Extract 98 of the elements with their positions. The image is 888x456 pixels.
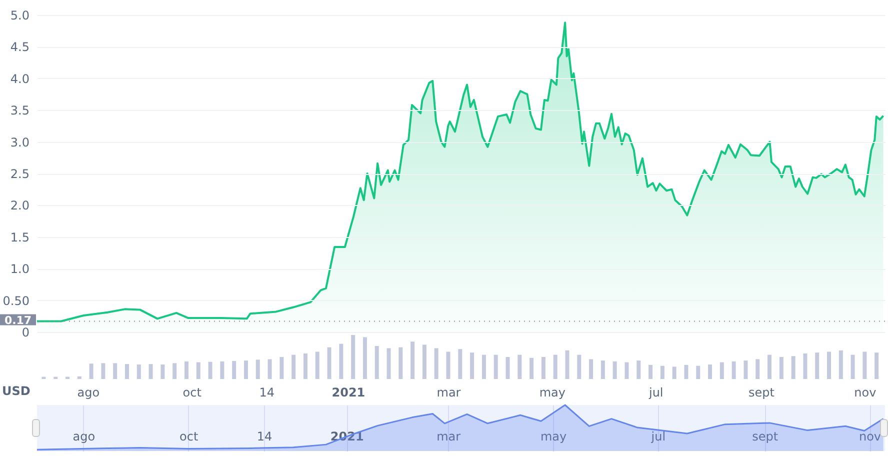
x-tick-label: oct <box>180 430 198 444</box>
bar <box>398 347 403 379</box>
bar <box>744 360 748 379</box>
bar <box>756 359 760 379</box>
bar <box>850 354 855 379</box>
bar <box>791 356 796 379</box>
bar <box>827 352 832 379</box>
ref-line-label: 0.17 <box>4 314 32 328</box>
y-tick-label: 3.0 <box>10 135 30 150</box>
bar <box>172 363 177 379</box>
bar <box>768 354 772 379</box>
x-tick-label: 14 <box>256 430 272 444</box>
x-tick-label: ago <box>72 430 96 444</box>
bar <box>434 348 438 379</box>
x-tick-label: ago <box>77 386 100 400</box>
bar <box>874 352 879 379</box>
x-tick-label: sept <box>748 386 775 400</box>
y-tick-label: 5.0 <box>10 8 30 22</box>
bar <box>374 346 379 379</box>
bar <box>553 354 558 379</box>
x-tick-label: nov <box>858 430 882 444</box>
bar <box>862 352 867 379</box>
bar <box>268 359 272 379</box>
bar <box>636 360 641 379</box>
x-tick-label: mar <box>436 430 461 444</box>
bar <box>541 357 546 379</box>
x-tick-label: may <box>540 430 567 444</box>
bar <box>815 352 820 379</box>
bar <box>101 363 106 379</box>
y-tick-label: 4.5 <box>10 40 30 54</box>
bar <box>612 361 617 379</box>
text: USD <box>2 384 30 398</box>
bar <box>494 354 498 379</box>
bar <box>589 359 594 379</box>
bar <box>386 348 391 379</box>
y-tick-label: 3.5 <box>10 104 30 118</box>
bar <box>124 364 129 379</box>
bar <box>136 364 141 379</box>
bar <box>315 352 320 379</box>
y-tick-label: 2.0 <box>10 198 30 213</box>
bar <box>732 361 736 379</box>
bar <box>720 362 724 379</box>
bar <box>113 363 118 379</box>
y-tick-label: 1.0 <box>10 262 30 276</box>
bar <box>708 364 712 379</box>
bar <box>446 352 450 379</box>
bar <box>77 376 82 379</box>
bar <box>362 337 367 379</box>
x-tick-label: 2021 <box>332 386 366 400</box>
bar <box>232 360 236 379</box>
x-tick-label: jul <box>650 430 666 444</box>
bar <box>838 350 843 379</box>
bar <box>422 344 426 379</box>
bar <box>530 358 534 379</box>
bar <box>220 361 224 379</box>
bar <box>292 354 296 379</box>
bar <box>208 362 212 379</box>
bar <box>410 342 415 379</box>
bar <box>684 364 688 379</box>
bar <box>779 357 784 379</box>
y-tick-label: 2.5 <box>10 167 30 181</box>
bar <box>196 362 200 379</box>
bar <box>148 364 153 379</box>
bar <box>244 360 248 379</box>
x-tick-label: nov <box>854 386 876 400</box>
bar <box>696 366 700 379</box>
bar <box>672 366 676 379</box>
x-tick-label: jul <box>648 386 664 400</box>
x-tick-label: may <box>539 386 566 400</box>
bar <box>624 362 629 379</box>
bar <box>648 364 653 379</box>
bar <box>160 364 165 379</box>
bar <box>600 360 605 379</box>
bar <box>482 354 486 379</box>
bar <box>256 360 260 379</box>
y-tick-label: 1.5 <box>10 230 30 244</box>
y-tick-label: 4.0 <box>10 72 30 86</box>
x-tick-label: mar <box>436 386 461 400</box>
bar <box>280 357 284 379</box>
bar <box>577 354 582 379</box>
bar <box>803 353 808 379</box>
bar <box>458 349 462 379</box>
x-tick-label: 14 <box>259 386 275 400</box>
y-tick-label: 0.50 <box>2 294 30 308</box>
bar <box>565 350 570 379</box>
x-tick-label: oct <box>182 386 202 400</box>
x-tick-label: sept <box>752 430 778 444</box>
bar <box>351 335 356 379</box>
bar <box>339 344 344 379</box>
y-tick-label: 0 <box>22 326 30 340</box>
bar <box>89 364 94 379</box>
bar <box>470 352 474 379</box>
bar <box>184 361 188 379</box>
bar <box>518 354 522 379</box>
bar <box>327 347 332 379</box>
bar <box>506 357 510 379</box>
bar <box>660 366 664 379</box>
bar <box>303 353 308 379</box>
